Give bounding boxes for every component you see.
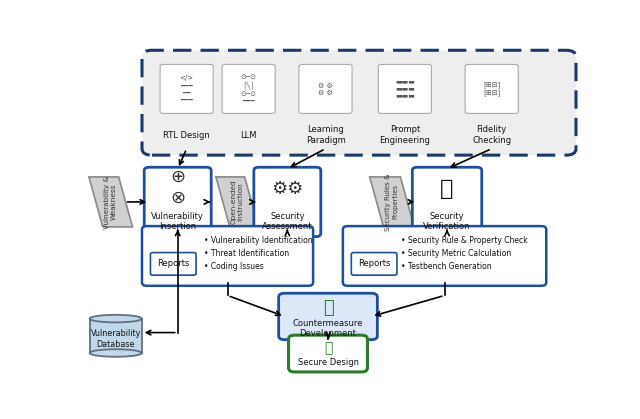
Text: RTL Design: RTL Design xyxy=(163,131,210,140)
Text: [⊞⊟]
[⊞⊟]: [⊞⊟] [⊞⊟] xyxy=(483,82,500,96)
Bar xyxy=(90,318,141,353)
Polygon shape xyxy=(216,177,259,227)
FancyBboxPatch shape xyxy=(222,65,275,114)
Text: • Testbench Generation: • Testbench Generation xyxy=(401,262,492,271)
Text: Countermeasure
Development: Countermeasure Development xyxy=(292,319,364,339)
Text: 🛡: 🛡 xyxy=(324,341,332,355)
Text: Vulnerability
Database: Vulnerability Database xyxy=(90,329,141,349)
Text: 🔍: 🔍 xyxy=(440,179,454,199)
FancyBboxPatch shape xyxy=(142,50,576,155)
Text: Security Rules &
Properties: Security Rules & Properties xyxy=(385,173,399,231)
Text: LLM: LLM xyxy=(241,131,257,140)
Text: Learning
Paradigm: Learning Paradigm xyxy=(306,125,346,145)
Text: ⊕
⊗: ⊕ ⊗ xyxy=(170,168,185,207)
Text: Reports: Reports xyxy=(358,259,390,268)
Ellipse shape xyxy=(90,349,141,357)
Text: • Vulnerability Identification: • Vulnerability Identification xyxy=(204,236,312,245)
FancyBboxPatch shape xyxy=(160,65,213,114)
Text: • Coding Issues: • Coding Issues xyxy=(204,262,264,271)
Text: • Security Metric Calculation: • Security Metric Calculation xyxy=(401,249,511,258)
Text: Vulnerability &
Weakness: Vulnerability & Weakness xyxy=(104,175,117,228)
FancyBboxPatch shape xyxy=(343,226,547,286)
Polygon shape xyxy=(89,177,132,227)
Ellipse shape xyxy=(90,315,141,322)
Text: Secure Design: Secure Design xyxy=(298,358,358,367)
Text: Security
Verification: Security Verification xyxy=(423,212,471,231)
Text: • Threat Identification: • Threat Identification xyxy=(204,249,289,258)
FancyBboxPatch shape xyxy=(142,226,313,286)
Text: Open-ended
Instruction: Open-ended Instruction xyxy=(230,180,244,224)
FancyBboxPatch shape xyxy=(144,167,211,237)
Text: </>
━━━
━━
━━━: </> ━━━ ━━ ━━━ xyxy=(180,75,194,102)
Text: ▬▬▬
▬▬▬
▬▬▬: ▬▬▬ ▬▬▬ ▬▬▬ xyxy=(395,79,415,99)
Text: ⚙⚙: ⚙⚙ xyxy=(271,180,303,198)
FancyBboxPatch shape xyxy=(299,65,352,114)
Text: Prompt
Engineering: Prompt Engineering xyxy=(380,125,430,145)
FancyBboxPatch shape xyxy=(465,65,518,114)
FancyBboxPatch shape xyxy=(351,253,397,275)
Text: Vulnerability
Insertion: Vulnerability Insertion xyxy=(151,212,204,231)
Text: ⊙─⊙
│╲│
⊙─⊙
━━━: ⊙─⊙ │╲│ ⊙─⊙ ━━━ xyxy=(241,74,257,104)
FancyBboxPatch shape xyxy=(412,167,482,237)
FancyBboxPatch shape xyxy=(254,167,321,237)
FancyBboxPatch shape xyxy=(289,335,367,372)
Text: ⚙ ⚙
⚙ ⚙: ⚙ ⚙ ⚙ ⚙ xyxy=(318,83,333,96)
Text: Reports: Reports xyxy=(157,259,189,268)
Text: 🛡: 🛡 xyxy=(323,300,333,317)
Text: • Security Rule & Property Check: • Security Rule & Property Check xyxy=(401,236,528,245)
FancyBboxPatch shape xyxy=(150,253,196,275)
Text: Fidelity
Checking: Fidelity Checking xyxy=(472,125,511,145)
Text: Security
Assessment: Security Assessment xyxy=(262,212,312,231)
FancyBboxPatch shape xyxy=(278,293,378,340)
FancyBboxPatch shape xyxy=(378,65,431,114)
Polygon shape xyxy=(370,177,414,227)
